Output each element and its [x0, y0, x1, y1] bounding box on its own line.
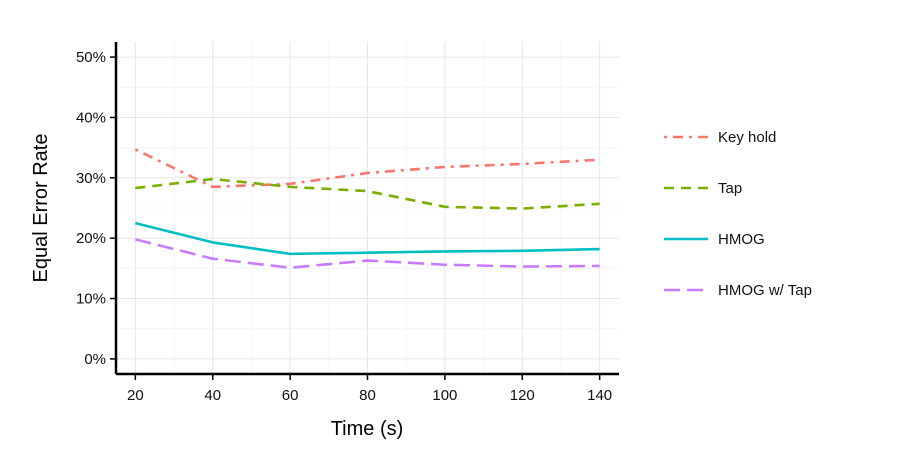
series-line-3: [135, 238, 600, 270]
x-tick-label: 20: [127, 387, 144, 404]
x-tick-label: 40: [204, 387, 221, 404]
legend-label-3: HMOG w/ Tap: [718, 282, 812, 299]
series-line-0: [134, 148, 600, 189]
legend-label-0: Key hold: [718, 129, 776, 146]
legend: Key hold Tap HMOG HMOG w/ Tap: [664, 129, 812, 299]
y-tick-label: 20%: [76, 230, 106, 247]
y-tick-label: 40%: [76, 109, 106, 126]
series-line-2: [135, 221, 600, 256]
legend-label-1: Tap: [718, 180, 742, 197]
x-tick-label: 140: [587, 387, 612, 404]
series-lines: [134, 148, 600, 270]
series-line-1: [135, 177, 600, 210]
axis-ticks: 0% 10% 20% 30% 40% 50% 20 40 60 80 100 120 140: [76, 49, 612, 404]
x-tick-label: 80: [359, 387, 376, 404]
x-axis-title: Time (s): [331, 418, 404, 440]
y-tick-label: 0%: [84, 351, 106, 368]
x-tick-label: 60: [282, 387, 299, 404]
grid-lines: [116, 42, 619, 374]
y-tick-label: 30%: [76, 170, 106, 187]
x-tick-label: 120: [510, 387, 535, 404]
legend-label-2: HMOG: [718, 231, 765, 248]
y-tick-label: 10%: [76, 291, 106, 308]
y-axis-title: Equal Error Rate: [30, 134, 52, 283]
x-tick-label: 100: [432, 387, 457, 404]
y-tick-label: 50%: [76, 49, 106, 66]
